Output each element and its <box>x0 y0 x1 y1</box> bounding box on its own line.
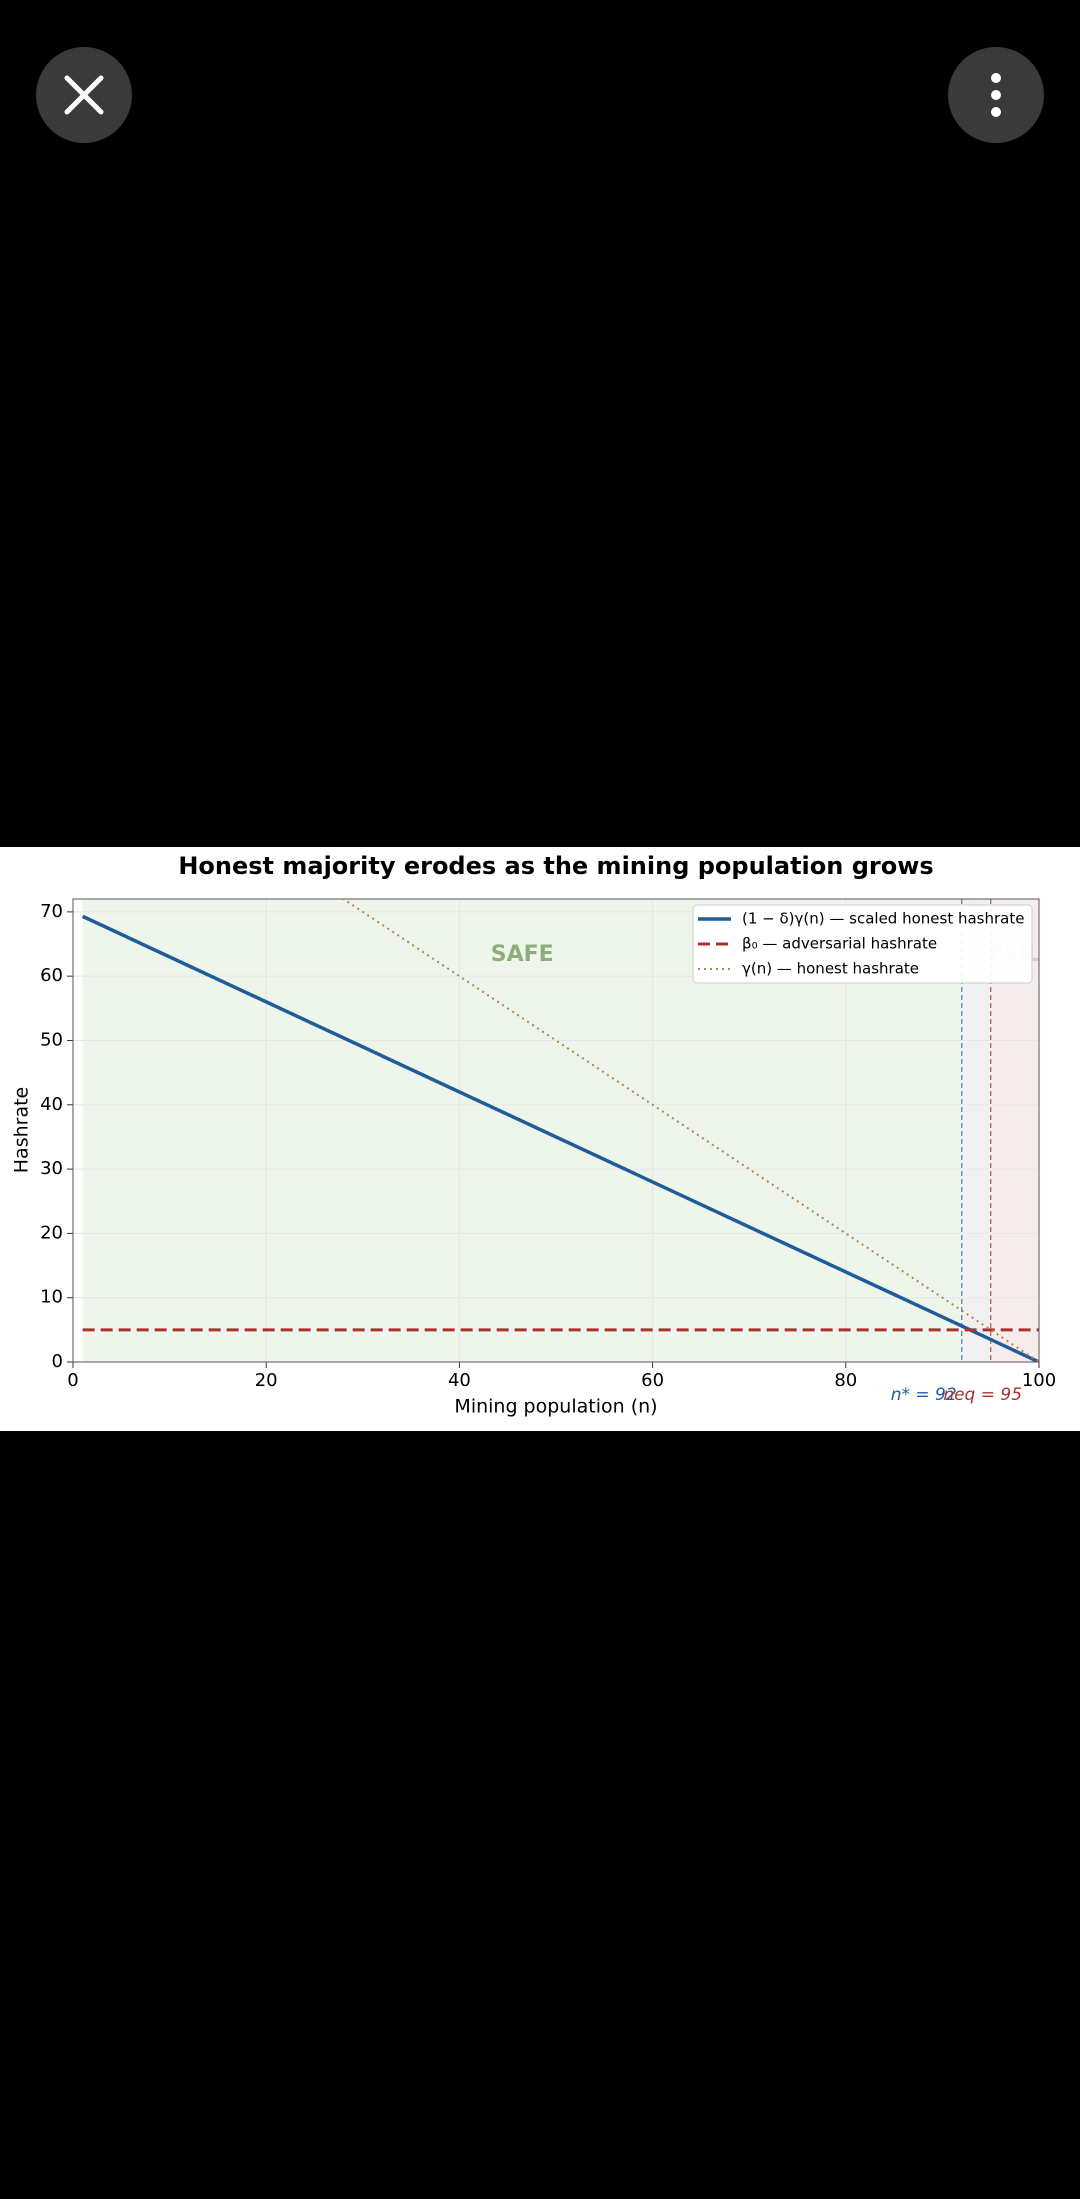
series-line <box>81 914 1039 1362</box>
close-icon <box>64 75 104 115</box>
legend-label: γ(n) — honest hashrate <box>742 960 919 978</box>
legend-box <box>692 904 1033 984</box>
legend-label: (1 − δ)γ(n) — scaled honest hashrate <box>742 910 1024 928</box>
y-axis-label: Hashrate <box>11 1087 33 1173</box>
y-tick-label: 10 <box>40 1287 63 1308</box>
menu-dot <box>991 90 1001 100</box>
x-tick-label: 40 <box>448 1370 471 1391</box>
x-tick-label: 60 <box>641 1370 664 1391</box>
x-tick-label: 20 <box>255 1370 278 1391</box>
x-tick-label: 80 <box>834 1370 857 1391</box>
y-tick-label: 20 <box>40 1222 63 1243</box>
legend-label: β₀ — adversarial hashrate <box>742 935 937 953</box>
threshold-label: n* = 92 <box>891 1385 957 1405</box>
menu-dot <box>991 73 1001 83</box>
x-tick-label: 0 <box>67 1370 78 1391</box>
menu-button[interactable] <box>948 47 1044 143</box>
threshold-label: neq = 95 <box>943 1385 1022 1405</box>
close-button[interactable] <box>36 47 132 143</box>
plot-frame <box>72 898 1040 1363</box>
y-tick-label: 70 <box>40 901 63 922</box>
y-tick-label: 50 <box>40 1029 63 1050</box>
x-tick-label: 100 <box>1022 1370 1056 1391</box>
y-tick-label: 0 <box>52 1351 63 1372</box>
menu-dot <box>991 107 1001 117</box>
chart-title: Honest majority erodes as the mining pop… <box>178 852 933 880</box>
x-axis-label: Mining population (n) <box>454 1396 657 1418</box>
y-tick-label: 40 <box>40 1094 63 1115</box>
y-tick-label: 60 <box>40 965 63 986</box>
region-label: SAFE <box>491 942 554 967</box>
y-tick-label: 30 <box>40 1158 63 1179</box>
